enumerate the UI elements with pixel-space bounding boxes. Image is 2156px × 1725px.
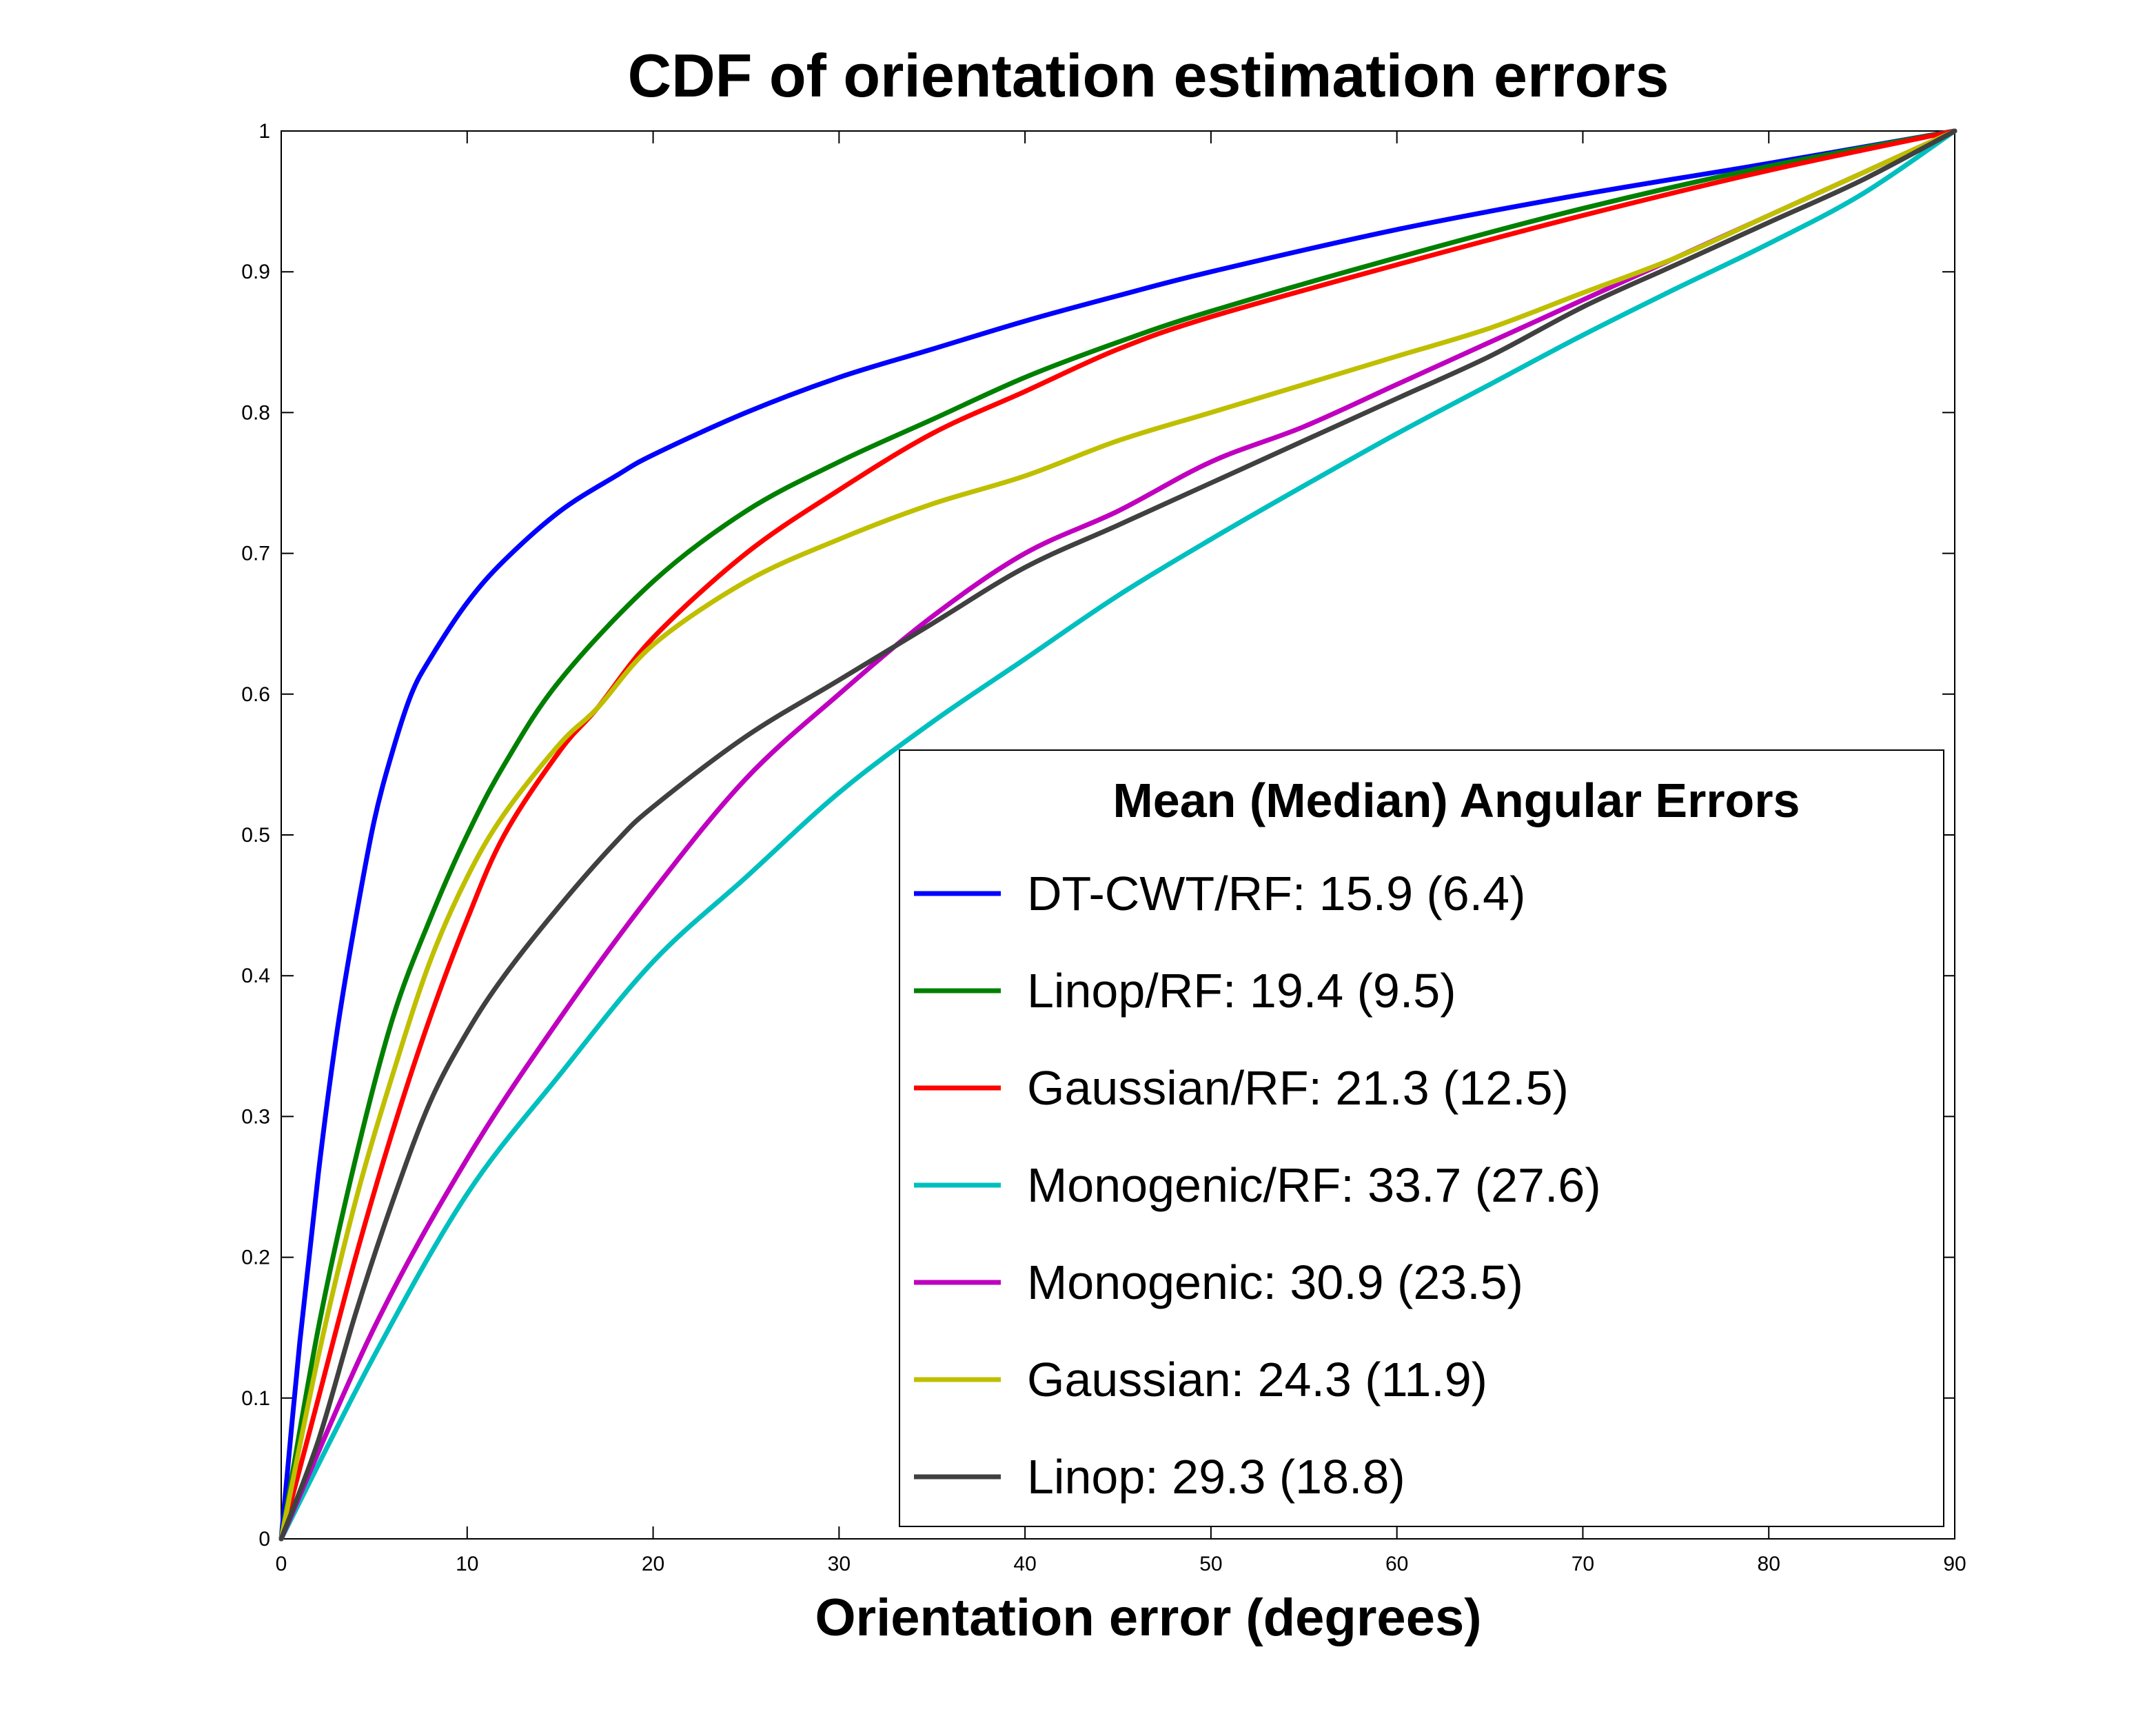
x-tick-label: 50	[1199, 1553, 1222, 1575]
x-tick-label: 90	[1943, 1553, 1966, 1575]
y-tick-label: 0.9	[241, 261, 270, 283]
x-axis-label: Orientation error (degrees)	[815, 1588, 1481, 1647]
legend-entry-label: Gaussian: 24.3 (11.9)	[1027, 1353, 1487, 1406]
legend-title: Mean (Median) Angular Errors	[1113, 774, 1800, 827]
x-tick-label: 40	[1013, 1553, 1036, 1575]
x-tick-label: 70	[1572, 1553, 1594, 1575]
series-2-line	[278, 128, 1957, 1542]
legend-entry-label: Linop: 29.3 (18.8)	[1027, 1450, 1405, 1504]
y-tick-label: 0.2	[241, 1247, 270, 1269]
y-tick-label: 0.8	[241, 401, 270, 424]
x-tick-label: 0	[276, 1553, 287, 1575]
series-1-line	[278, 128, 1957, 1542]
y-tick-label: 0	[258, 1528, 270, 1551]
x-tick-label: 20	[642, 1553, 664, 1575]
legend-entry-label: Linop/RF: 19.4 (9.5)	[1027, 964, 1456, 1018]
legend-entry-label: Monogenic: 30.9 (23.5)	[1027, 1255, 1523, 1309]
x-tick-label: 30	[828, 1553, 851, 1575]
y-tick-label: 0.3	[241, 1105, 270, 1128]
y-tick-label: 1	[258, 120, 270, 143]
y-tick-label: 0.5	[241, 824, 270, 847]
chart-title: CDF of orientation estimation errors	[628, 41, 1669, 110]
legend-box	[899, 749, 1944, 1527]
y-tick-label: 0.1	[241, 1387, 270, 1410]
series-4-line	[278, 128, 1957, 1542]
y-tick-label: 0.4	[241, 965, 270, 987]
series-7-line	[278, 128, 1957, 1542]
y-tick-label: 0.7	[241, 543, 270, 565]
x-tick-label: 10	[456, 1553, 478, 1575]
x-tick-label: 80	[1758, 1553, 1780, 1575]
series-6-line	[278, 128, 1957, 1542]
legend: Mean (Median) Angular Errors DT-CWT/RF: …	[899, 749, 1944, 1527]
legend-entry-label: Gaussian/RF: 21.3 (12.5)	[1027, 1061, 1569, 1115]
legend-entry-label: DT-CWT/RF: 15.9 (6.4)	[1027, 867, 1525, 920]
plot-area: 0 10 20 30 40 50 60 70 80 90 0 0.1 0.2 0.3 0.4 0.5 0.6 0.…	[241, 120, 1966, 1575]
series-3-line	[278, 128, 1957, 1542]
x-tick-label: 60	[1385, 1553, 1408, 1575]
y-tick-label: 0.6	[241, 683, 270, 706]
legend-entry-label: Monogenic/RF: 33.7 (27.6)	[1027, 1158, 1601, 1212]
